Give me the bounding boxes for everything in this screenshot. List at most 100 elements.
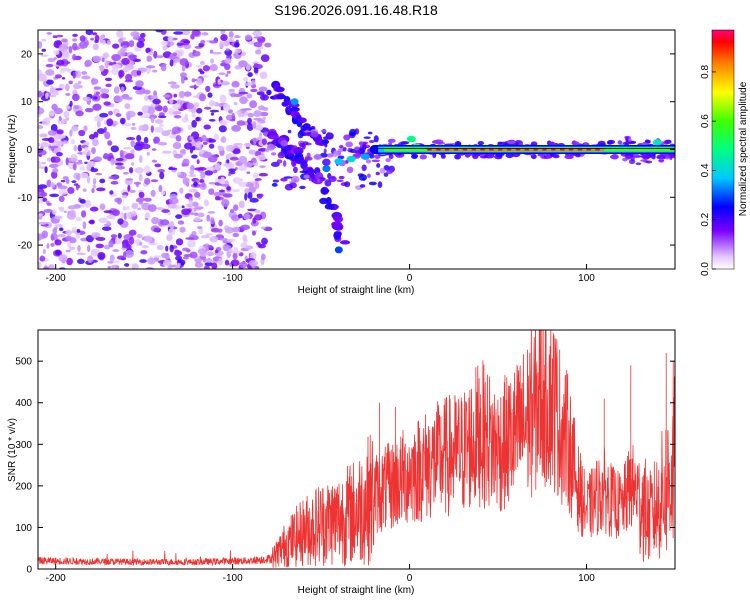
spectrogram-cell [151,148,157,151]
spectrogram-cell [260,54,270,63]
spectrogram-cell [234,42,240,48]
spectrogram-cell [116,255,125,260]
spectrogram-cell [122,66,130,73]
spectrogram-blobs [38,30,675,269]
spectrogram-cell [113,108,120,115]
spectrogram-cell [84,161,88,165]
spectrogram-cell [96,120,101,128]
spectrogram-cell [76,184,81,189]
spectrogram-cell [128,54,137,61]
spectrogram-cell [323,148,327,154]
spectrogram-cell [324,179,332,187]
spectrogram-cell [249,197,259,203]
spectrogram-cell [165,245,169,252]
colorbar-label: Normalized spectral amplitude [738,81,749,216]
spectrogram-cell [186,102,194,110]
spectrogram-cell [65,105,71,110]
spectrogram-cell [140,250,148,255]
spectrogram-cell [290,98,299,106]
spectrogram-cell [41,137,52,142]
spectrogram-cell [219,184,230,187]
spectrogram-cell [91,187,95,194]
spectrogram-cell [66,257,74,266]
spectrogram-cell [202,141,208,145]
spectrogram-cell [214,249,219,254]
spectrogram-cell [663,153,667,157]
spectrogram-cell [169,98,174,105]
spectrogram-cell [40,191,48,197]
spectrogram-cell [104,131,111,140]
spectrogram-cell [356,150,361,154]
spectrogram-cell [346,155,356,163]
spectrogram-cell [184,142,193,150]
spectrogram-cell [231,124,242,132]
spectrogram-cell [144,235,153,243]
colorbar-tick-label: 0.0 [700,262,711,276]
spectrogram-cell [152,98,161,105]
spectrogram-cell [121,57,130,66]
spectrogram-cell [116,197,122,205]
spectrogram-cell [109,254,115,262]
spectrogram-cell [69,100,73,107]
spectrogram-cell [122,194,128,199]
spectrogram-cell [266,143,276,151]
spectrogram-cell [77,80,82,85]
spectrogram-cell [112,43,120,49]
spectrogram-x-label: Height of straight line (km) [298,285,415,296]
spectrogram-cell [291,145,298,151]
spectrogram-cell [50,123,58,132]
spectrogram-cell [113,95,124,103]
spectrogram-cell [214,101,219,107]
spectrogram-cell [440,154,446,159]
spectrogram-cell [308,177,313,182]
spectrogram-cell [53,92,60,96]
spectrogram-cell [103,210,114,214]
spectrogram-cell [226,70,231,74]
spectrogram-cell [181,65,186,72]
y-tick-label: 0 [26,145,32,156]
spectrogram-cell [208,118,216,122]
spectrogram-cell [53,57,57,60]
spectrogram-cell [84,61,91,68]
spectrogram-cell [272,179,280,183]
spectrogram-cell [134,33,139,38]
spectrogram-cell [322,158,331,166]
spectrogram-cell [111,209,120,217]
spectrogram-cell [262,116,266,120]
spectrogram-cell [166,234,173,242]
spectrogram-cell [191,113,196,118]
spectrogram-cell [83,141,90,146]
spectrogram-cell [52,227,58,234]
spectrogram-cell [232,148,241,155]
spectrogram-cell [120,212,124,219]
spectrogram-cell [145,65,156,69]
spectrogram-cell [191,230,197,236]
spectrogram-cell [131,202,139,210]
spectrogram-cell [204,106,212,110]
spectrogram-cell [106,220,111,226]
spectrogram-cell [104,77,113,82]
spectrogram-cell [193,102,200,108]
spectrogram-cell [84,146,89,152]
spectrogram-cell [210,112,215,116]
y-tick-label: 400 [15,398,32,409]
spectrogram-cell [99,178,106,184]
spectrogram-cell [246,171,251,174]
spectrogram-cell [261,237,268,245]
spectrogram-cell [373,135,379,143]
spectrogram-cell [175,135,182,142]
spectrogram-cell [227,37,235,42]
spectrogram-cell [38,213,43,217]
spectrogram-cell [387,138,396,143]
spectrogram-cell [182,158,190,167]
spectrogram-cell [119,117,126,125]
spectrogram-cell [367,131,373,135]
spectrogram-cell [336,179,344,183]
x-tick-label: 0 [407,573,413,584]
spectrogram-cell [81,150,88,155]
spectrogram-cell [72,93,80,102]
spectrogram-cell [274,86,285,93]
spectrogram-cell [124,249,134,258]
spectrogram-cell [125,153,135,160]
spectrogram-cell [362,177,366,181]
